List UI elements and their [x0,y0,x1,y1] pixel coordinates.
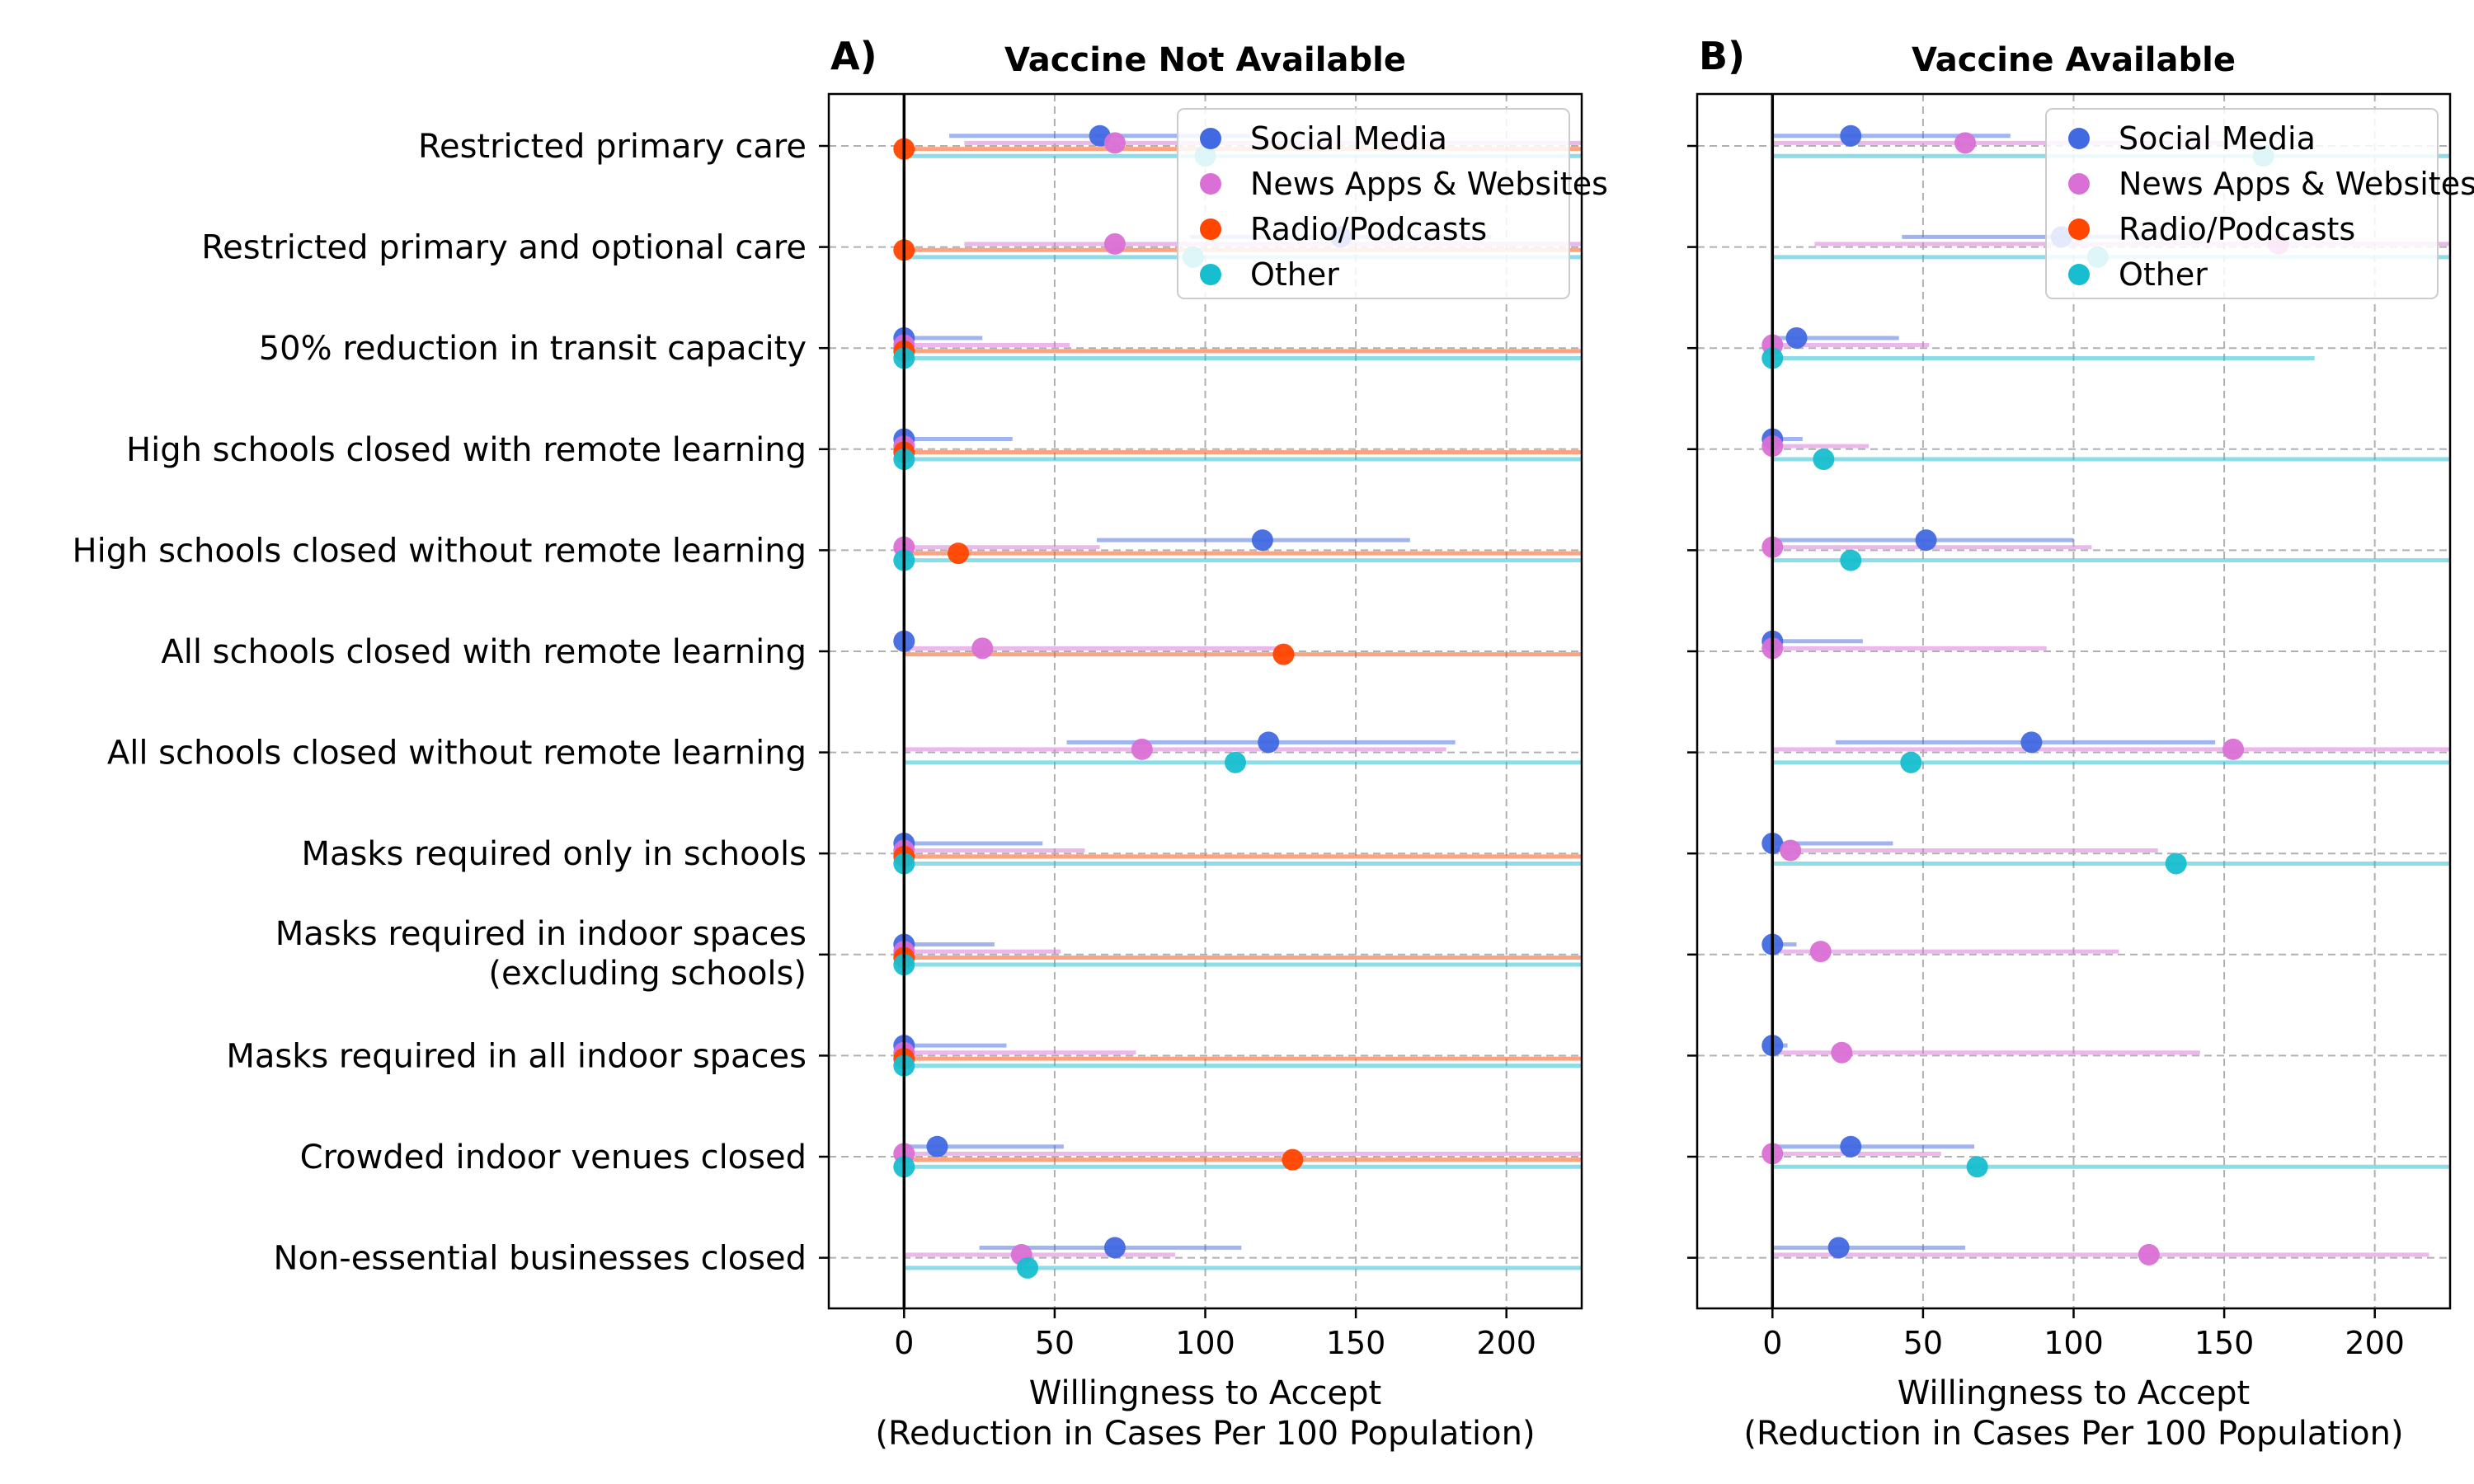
x-axis-label: Willingness to Accept [1029,1374,1381,1412]
data-point [926,1135,948,1158]
legend-marker [2068,264,2090,285]
panel-b: 0 50 100 150 200 Willingness to Accept(Reduct… [1687,34,2474,1453]
y-tick-label: All schools closed with remote learning [161,633,807,671]
data-point [1258,731,1280,754]
data-point [1017,1256,1039,1279]
data-point [2165,852,2187,875]
data-point [2020,731,2043,754]
x-tick-label: 150 [1326,1325,1386,1361]
x-tick-label: 100 [2044,1325,2104,1361]
data-point [1103,1237,1126,1259]
data-point [1780,839,1802,862]
x-tick-label: 50 [1035,1325,1075,1361]
legend-label: News Apps & Websites [1250,166,1608,202]
x-tick-label: 200 [1476,1325,1536,1361]
panel-title: Vaccine Available [1912,41,2236,79]
legend-marker [1200,264,1221,285]
y-tick-label: 50% reduction in transit capacity [259,330,807,368]
x-tick-label: 0 [1762,1325,1782,1361]
data-point [1103,132,1126,154]
legend-marker [1200,128,1221,149]
x-tick-label: 150 [2194,1325,2255,1361]
data-point [1831,1041,1853,1064]
legend-label: News Apps & Websites [2119,166,2474,202]
legend-label: Radio/Podcasts [1250,211,1487,247]
data-point [1251,529,1273,552]
data-point [1827,1237,1850,1259]
legend-marker [2068,128,2090,149]
x-tick-label: 100 [1175,1325,1235,1361]
legend-label: Radio/Podcasts [2119,211,2355,247]
data-point [1809,941,1832,963]
data-point [2138,1243,2160,1266]
x-tick-label: 200 [2345,1325,2405,1361]
data-point [1813,448,1835,471]
y-tick-label: Restricted primary and optional care [201,229,807,267]
panel-title: Vaccine Not Available [1004,41,1406,79]
data-point [1840,549,1862,571]
data-point [948,542,970,565]
legend: Social Media News Apps & Websites Radio/Po… [1177,108,1608,299]
legend: Social Media News Apps & Websites Radio/Po… [2045,108,2474,299]
legend-label: Social Media [2119,120,2316,157]
x-axis-label: Willingness to Accept [1898,1374,2250,1412]
data-point [1954,132,1977,154]
legend-marker [1200,218,1221,240]
legend-label: Social Media [1250,120,1447,157]
data-point [1131,738,1153,760]
data-point [1282,1148,1304,1171]
panel-a: 0 50 100 150 200 Willingness to Accept(Reduct… [819,34,1608,1453]
data-point [1785,326,1808,349]
legend-label: Other [2119,256,2208,293]
data-point [1225,751,1247,773]
data-point [1840,124,1862,147]
data-point [1103,232,1126,255]
y-tick-label: Masks required only in schools [302,835,807,873]
x-tick-label: 0 [894,1325,914,1361]
y-tick-label: High schools closed with remote learning [126,431,807,469]
y-tick-label: Masks required in all indoor spaces [226,1037,807,1075]
panel-label: A) [830,34,877,78]
y-tick-label: Restricted primary care [418,128,807,166]
data-point [971,637,994,660]
legend-marker [2068,218,2090,240]
data-point [2222,738,2245,760]
legend-frame [2045,108,2439,299]
x-axis-label: (Reduction in Cases Per 100 Population) [875,1415,1535,1453]
y-tick-label: High schools closed without remote learn… [73,532,807,570]
x-tick-label: 50 [1903,1325,1943,1361]
legend-marker [1200,173,1221,195]
data-point [1966,1156,1988,1178]
y-tick-label: Crowded indoor venues closed [300,1139,807,1176]
data-point [1915,529,1937,552]
y-axis-labels: Restricted primary care Restricted primar… [73,128,807,1278]
y-tick-label: (excluding schools) [488,955,807,993]
y-tick-label: Non-essential businesses closed [274,1240,807,1278]
y-tick-label: All schools closed without remote learni… [107,735,807,773]
legend-label: Other [1250,256,1339,293]
data-point [1272,643,1295,665]
data-point [1840,1135,1862,1158]
legend-frame [1177,108,1570,299]
x-axis-label: (Reduction in Cases Per 100 Population) [1743,1415,2403,1453]
data-point [1900,751,1922,773]
y-tick-label: Masks required in indoor spaces [275,915,807,953]
legend-marker [2068,173,2090,195]
panel-label: B) [1699,34,1745,78]
